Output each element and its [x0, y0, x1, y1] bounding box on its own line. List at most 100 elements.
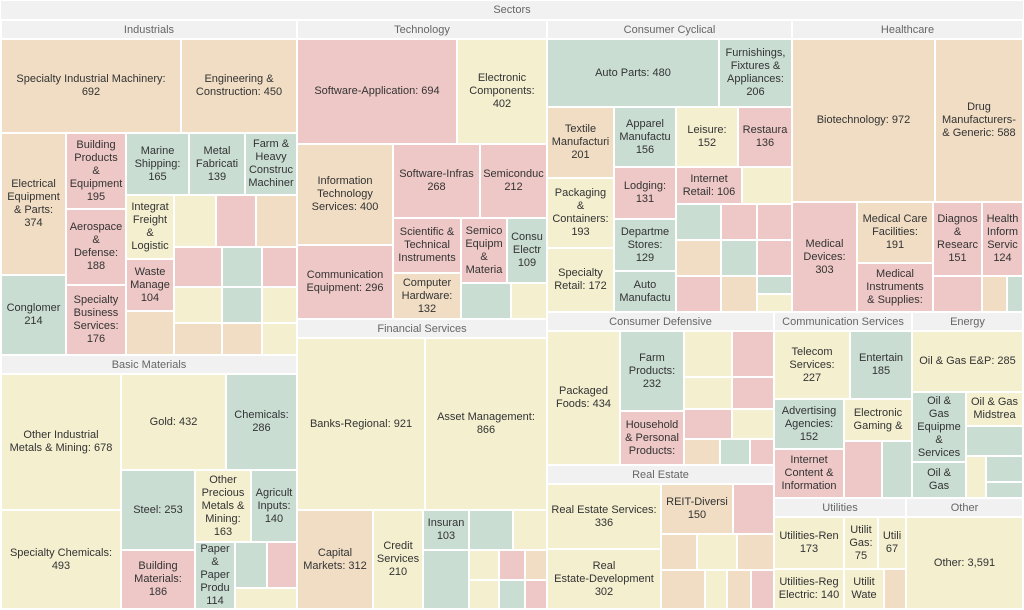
tile-insurance[interactable]: Insuran 103 — [423, 510, 469, 550]
tile-asset-management[interactable]: Asset Management: 866 — [425, 338, 547, 510]
tile-building-materials[interactable]: Building Materials: 186 — [121, 550, 195, 609]
tile-small-cyclical[interactable] — [757, 294, 792, 312]
tile-reit-diversified[interactable]: REIT-Diversi 150 — [661, 484, 733, 534]
tile-small-energy[interactable] — [966, 426, 1023, 456]
tile-health-information[interactable]: Health Inform Servic 124 — [982, 202, 1023, 276]
sector-header-basic-materials[interactable]: Basic Materials — [1, 355, 297, 374]
tile-communication-equipment[interactable]: Communication Equipment: 296 — [297, 245, 393, 319]
tile-small-cyclical[interactable] — [721, 204, 757, 240]
tile-small-defensive[interactable] — [684, 439, 720, 465]
tile-small-energy[interactable] — [966, 456, 986, 498]
tile-specialty-industrial-machinery[interactable]: Specialty Industrial Machinery: 692 — [1, 39, 181, 133]
tile-real-estate-development[interactable]: Real Estate-Development 302 — [547, 549, 661, 609]
tile-small-cyclical[interactable] — [721, 240, 757, 276]
tile-small-healthcare[interactable] — [933, 276, 982, 312]
tile-small-realestate[interactable] — [751, 570, 774, 609]
tile-small-cyclical[interactable] — [757, 240, 792, 276]
tile-small-materials[interactable] — [267, 542, 297, 588]
tile-small-industrial[interactable] — [222, 287, 262, 323]
tile-telecom-services[interactable]: Telecom Services: 227 — [774, 331, 850, 399]
tile-utilities-regulated-electric[interactable]: Utilities-Reg Electric: 140 — [774, 569, 844, 609]
tile-small-energy[interactable] — [986, 456, 1023, 482]
tile-electrical-equipment[interactable]: Electrical Equipment & Parts: 374 — [1, 133, 66, 275]
tile-small-energy[interactable] — [986, 482, 1023, 498]
tile-electronic-components[interactable]: Electronic Components: 402 — [457, 39, 547, 144]
tile-scientific-instruments[interactable]: Scientific & Technical Instruments — [393, 218, 461, 273]
tile-small-realestate[interactable] — [733, 484, 774, 534]
tile-small-industrial[interactable] — [262, 287, 297, 323]
tile-small-defensive[interactable] — [684, 331, 732, 377]
tile-small-defensive[interactable] — [720, 439, 750, 465]
tile-small-realestate[interactable] — [661, 570, 705, 609]
tile-auto-manufacturers[interactable]: Auto Manufactu — [614, 271, 676, 312]
tile-marine-shipping[interactable]: Marine Shipping: 165 — [126, 133, 189, 195]
tile-small-industrial[interactable] — [174, 195, 216, 247]
tile-credit-services[interactable]: Credit Services 210 — [373, 510, 423, 609]
tile-aerospace-defense[interactable]: Aerospace & Defense: 188 — [66, 209, 126, 285]
tile-internet-retail[interactable]: Internet Retail: 106 — [676, 167, 742, 204]
tile-utilities-regulated-water[interactable]: Utilit Wate — [844, 569, 884, 609]
tile-small-financial[interactable] — [469, 510, 513, 550]
tile-conglomerates[interactable]: Conglomer 214 — [1, 275, 66, 355]
tile-other[interactable]: Other: 3,591 — [906, 517, 1023, 609]
tile-small-financial[interactable] — [469, 580, 499, 609]
tile-packaged-foods[interactable]: Packaged Foods: 434 — [547, 331, 620, 465]
tile-small-healthcare[interactable] — [1007, 276, 1023, 312]
tile-small-industrial[interactable] — [174, 323, 222, 355]
tile-medical-instruments[interactable]: Medical Instruments & Supplies: — [857, 263, 933, 312]
tile-small-cyclical[interactable] — [757, 276, 792, 294]
tile-specialty-chemicals[interactable]: Specialty Chemicals: 493 — [1, 510, 121, 609]
tile-medical-devices[interactable]: Medical Devices: 303 — [792, 202, 857, 312]
tile-small-cyclical[interactable] — [676, 276, 721, 312]
tile-biotechnology[interactable]: Biotechnology: 972 — [792, 39, 935, 202]
tile-small-materials[interactable] — [235, 588, 297, 609]
tile-other-industrial-metals[interactable]: Other Industrial Metals & Mining: 678 — [1, 374, 121, 510]
tile-other-precious-metals[interactable]: Other Precious Metals & Mining: 163 — [195, 470, 251, 542]
tile-small-cyclical[interactable] — [676, 204, 721, 240]
tile-specialty-business-services[interactable]: Specialty Business Services: 176 — [66, 285, 126, 355]
tile-software-application[interactable]: Software-Application: 694 — [297, 39, 457, 144]
tile-small-financial[interactable] — [513, 510, 547, 550]
sector-header-energy[interactable]: Energy — [912, 312, 1023, 331]
tile-small-communication[interactable] — [882, 441, 912, 498]
sector-header-utilities[interactable]: Utilities — [774, 498, 906, 517]
tile-small-industrial[interactable] — [262, 247, 297, 287]
tile-consumer-electronics[interactable]: Consu Electr 109 — [507, 218, 547, 283]
tile-small-financial[interactable] — [469, 550, 499, 580]
sector-header-consumer-cyclical[interactable]: Consumer Cyclical — [547, 20, 792, 39]
tile-metal-fabrication[interactable]: Metal Fabricati 139 — [189, 133, 245, 195]
treemap-title[interactable]: Sectors — [0, 0, 1024, 20]
tile-internet-content[interactable]: Internet Content & Information — [774, 449, 844, 498]
tile-textile-manufacturing[interactable]: Textile Manufacturi 201 — [547, 107, 614, 178]
tile-utilities-renewable[interactable]: Utilities-Ren 173 — [774, 517, 844, 569]
tile-diagnostics-research[interactable]: Diagnos & Researc 151 — [933, 202, 982, 276]
sector-header-technology[interactable]: Technology — [297, 20, 547, 39]
sector-header-real-estate[interactable]: Real Estate — [547, 465, 774, 484]
tile-small-technology[interactable] — [461, 283, 511, 319]
tile-oil-gas-equipment[interactable]: Oil & Gas Equipme & Services — [912, 392, 966, 462]
tile-banks-regional[interactable]: Banks-Regional: 921 — [297, 338, 425, 510]
sector-header-financial-services[interactable]: Financial Services — [297, 319, 547, 338]
tile-small-realestate[interactable] — [697, 534, 737, 570]
tile-small-industrial[interactable] — [256, 195, 297, 247]
tile-small-realestate[interactable] — [737, 534, 774, 570]
tile-lodging[interactable]: Lodging: 131 — [614, 167, 676, 219]
tile-restaurants[interactable]: Restaura 136 — [738, 107, 792, 167]
tile-small-materials[interactable] — [235, 542, 267, 588]
tile-packaging-containers[interactable]: Packaging & Containers: 193 — [547, 178, 614, 248]
tile-oil-gas-ep[interactable]: Oil & Gas E&P: 285 — [912, 331, 1023, 392]
tile-computer-hardware[interactable]: Computer Hardware: 132 — [393, 273, 461, 319]
tile-semiconductor-equipment[interactable]: Semico Equipm & Materia — [461, 218, 507, 283]
tile-medical-care-facilities[interactable]: Medical Care Facilities: 191 — [857, 202, 933, 263]
tile-entertainment[interactable]: Entertain 185 — [850, 331, 912, 399]
tile-small-communication[interactable] — [844, 441, 882, 498]
tile-utilities-regulated-gas[interactable]: Utilit Gas: 75 — [844, 517, 878, 569]
tile-small-technology[interactable] — [511, 283, 547, 319]
tile-small-financial[interactable] — [499, 550, 525, 580]
tile-small-realestate[interactable] — [705, 570, 727, 609]
tile-small-financial[interactable] — [423, 550, 469, 609]
tile-small-defensive[interactable] — [750, 439, 774, 465]
sector-header-healthcare[interactable]: Healthcare — [792, 20, 1023, 39]
tile-small-defensive[interactable] — [684, 409, 732, 439]
tile-department-stores[interactable]: Departme Stores: 129 — [614, 219, 676, 271]
